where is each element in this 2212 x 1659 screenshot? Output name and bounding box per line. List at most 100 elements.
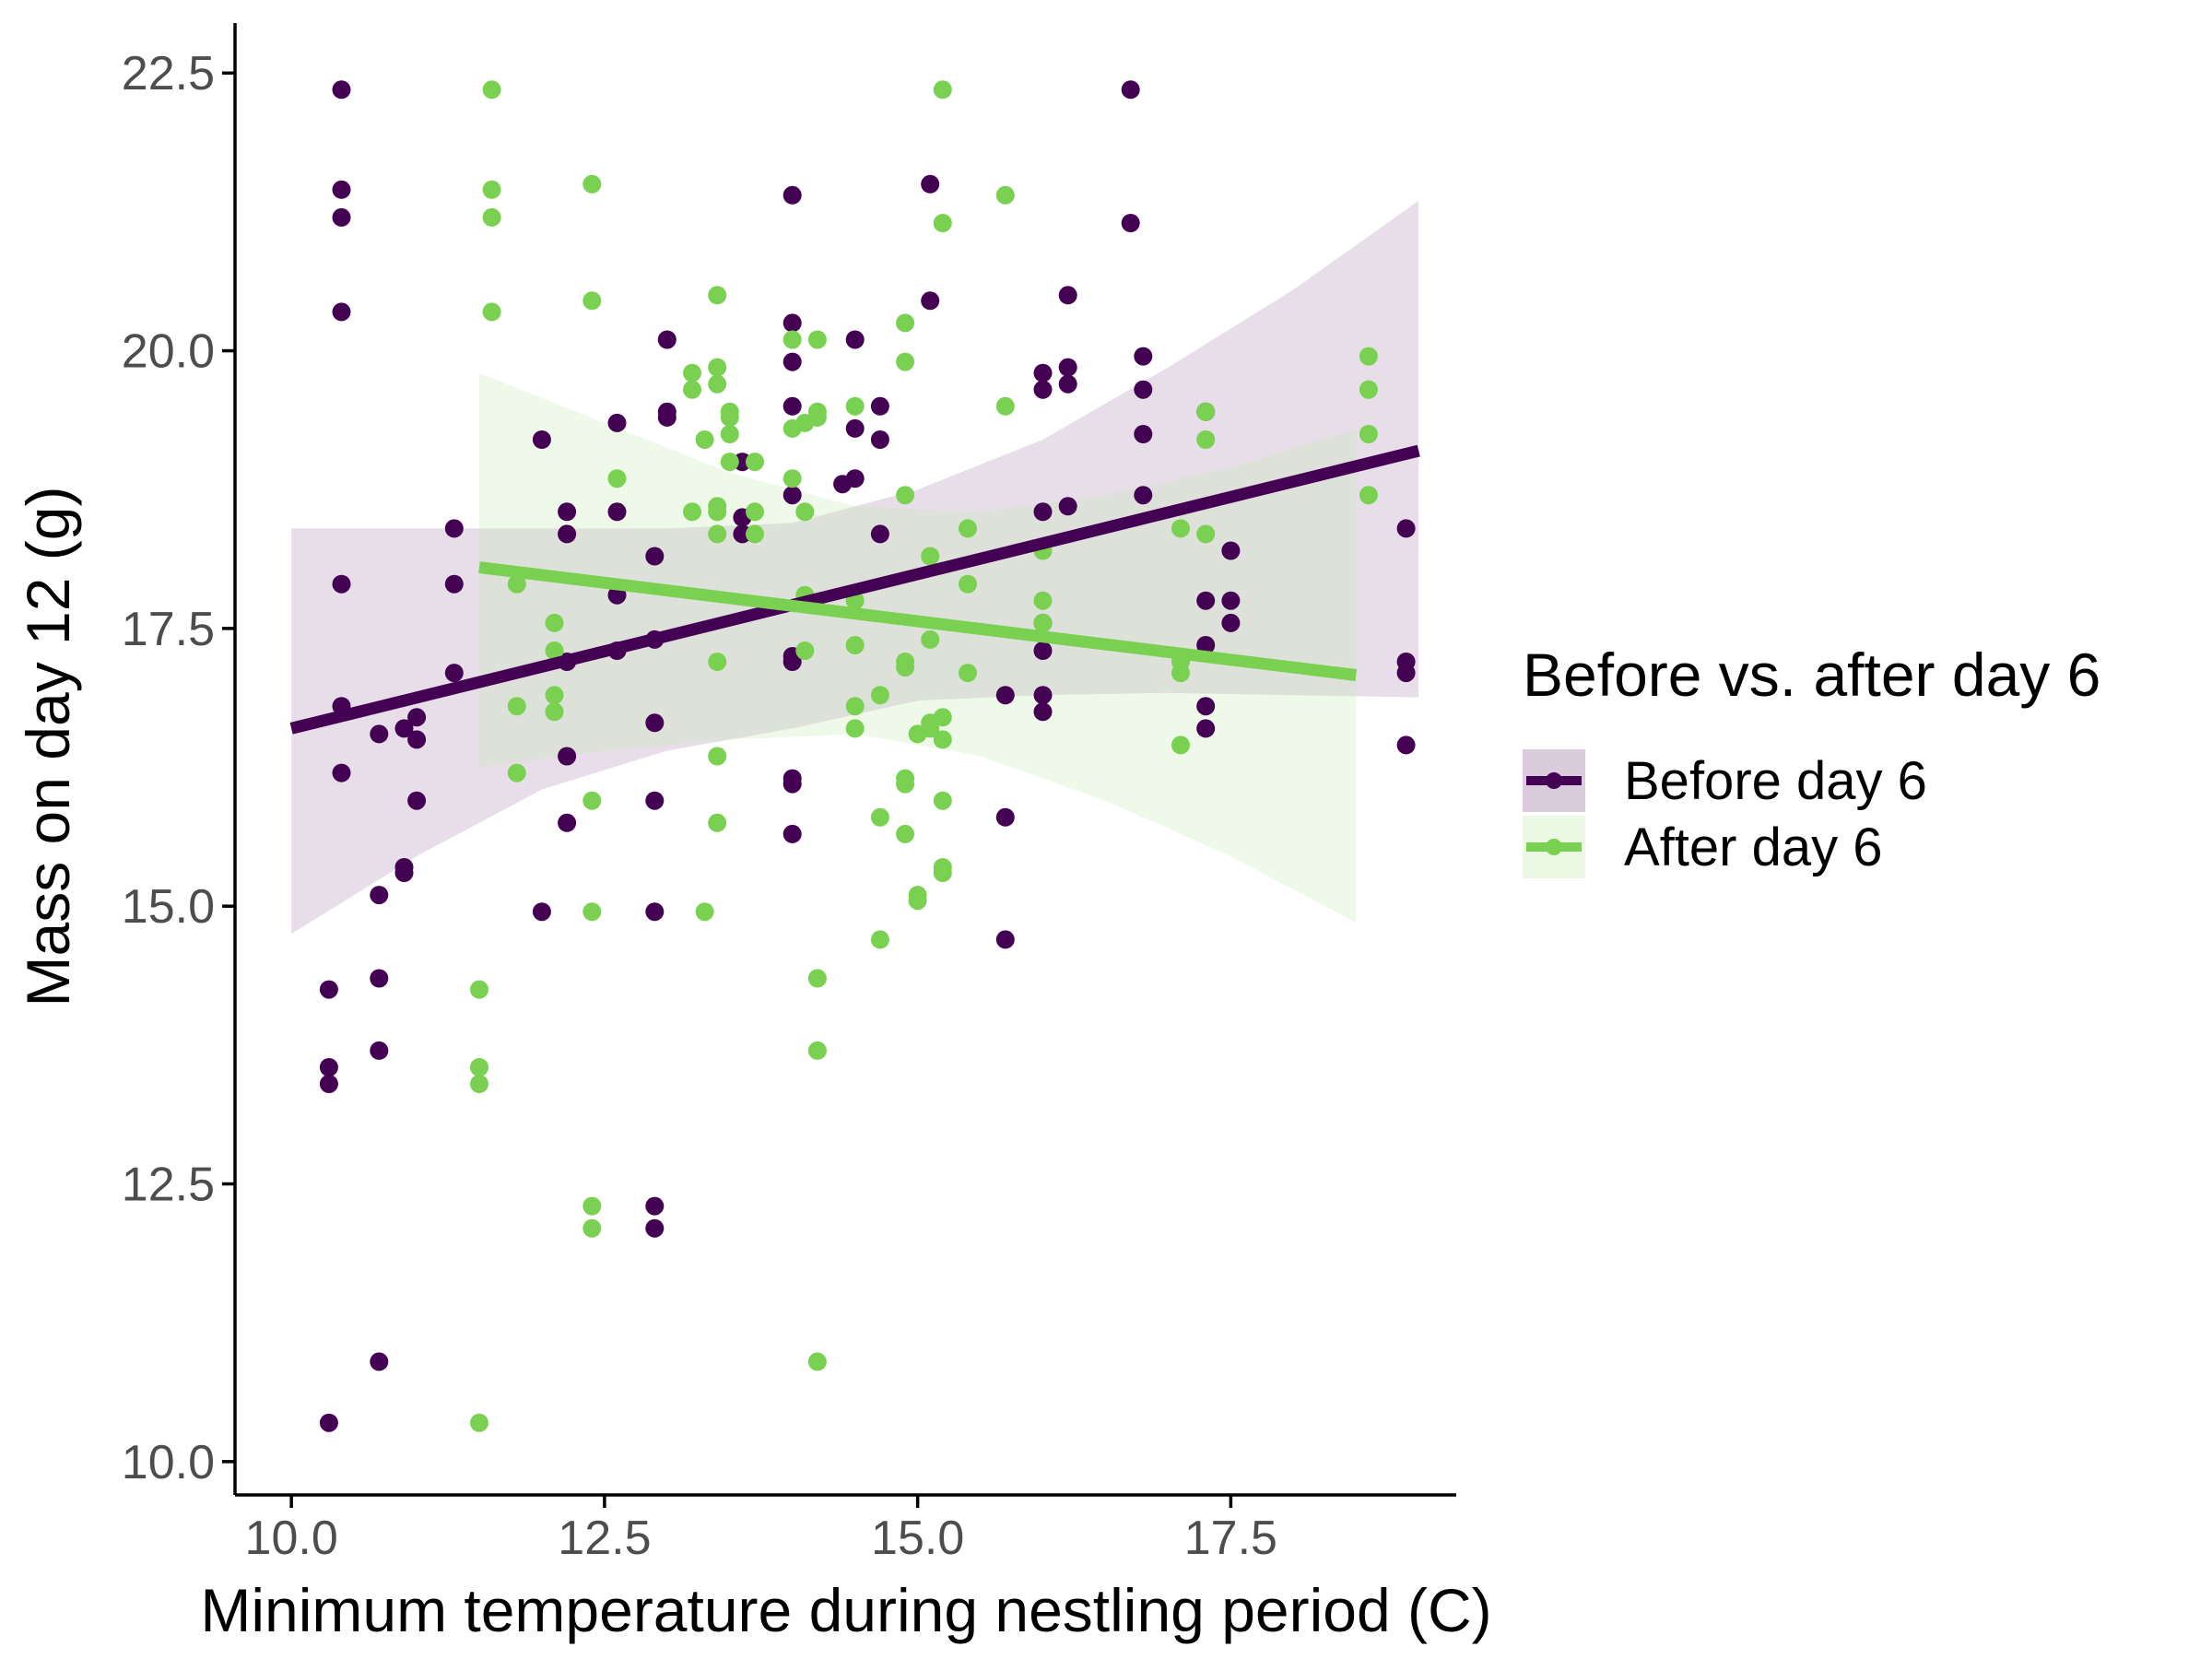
data-point-before (1221, 613, 1241, 632)
data-point-before (845, 330, 865, 349)
data-point-after (545, 702, 564, 722)
data-point-before (1196, 591, 1216, 610)
legend-key-point-before (1546, 772, 1562, 789)
data-point-after (582, 291, 602, 311)
data-point-before (845, 469, 865, 488)
data-point-after (582, 174, 602, 194)
data-point-before (532, 902, 551, 922)
y-tick-label: 10.0 (122, 1436, 215, 1489)
legend-label-after: After day 6 (1624, 818, 1882, 877)
data-point-before (1134, 380, 1153, 399)
data-point-before (558, 502, 577, 522)
data-point-after (995, 396, 1015, 416)
data-point-after (870, 686, 889, 705)
data-point-after (807, 1352, 827, 1371)
data-point-after (870, 807, 889, 827)
data-point-after (896, 658, 915, 677)
data-point-before (782, 774, 802, 794)
data-point-after (959, 519, 977, 538)
data-point-after (746, 502, 764, 522)
data-point-after (933, 708, 952, 727)
data-point-after (545, 613, 564, 632)
data-point-before (444, 574, 464, 594)
data-point-after (708, 653, 727, 671)
data-point-before (995, 807, 1015, 827)
data-point-after (959, 664, 977, 683)
axes: 10.0 12.5 15.0 17.5 20.0 22.5 10.0 12.5 15.0 17.… (122, 23, 1456, 1565)
data-point-before (645, 902, 665, 922)
data-point-after (1359, 425, 1378, 443)
data-point-before (870, 524, 889, 544)
fit-line-before (289, 444, 1420, 735)
x-axis-ticks: 10.0 12.5 15.0 17.5 (245, 1495, 1277, 1565)
data-point-after (507, 763, 526, 782)
data-point-after (1033, 591, 1053, 610)
y-tick-label: 17.5 (122, 603, 215, 656)
data-point-after (507, 574, 526, 594)
data-point-before (558, 524, 577, 544)
x-tick-label: 17.5 (1184, 1512, 1277, 1565)
data-point-after (1196, 524, 1216, 544)
data-point-after (1196, 430, 1216, 449)
data-point-after (720, 407, 739, 427)
data-point-before (370, 886, 389, 905)
data-point-after (933, 791, 952, 810)
data-point-after (1171, 664, 1190, 683)
y-tick-label: 15.0 (122, 880, 215, 934)
data-point-before (645, 1218, 665, 1238)
x-tick-label: 15.0 (871, 1512, 964, 1565)
data-point-before (870, 430, 889, 449)
data-point-after (1359, 347, 1378, 366)
data-point-before (1221, 541, 1241, 560)
data-point-after (695, 430, 714, 449)
data-point-before (782, 352, 802, 371)
data-point-after (933, 730, 952, 749)
data-point-after (482, 80, 501, 100)
data-point-after (695, 902, 714, 922)
data-point-before (332, 302, 351, 322)
data-point-after (1196, 402, 1216, 421)
data-point-before (1196, 719, 1216, 738)
data-point-after (896, 774, 915, 794)
data-point-before (657, 407, 677, 427)
fit-lines (289, 444, 1420, 735)
data-point-after (582, 791, 602, 810)
data-point-before (921, 291, 940, 311)
data-point-after (933, 864, 952, 882)
data-point-after (795, 502, 815, 522)
data-point-before (1058, 286, 1077, 305)
y-axis-title: Mass on day 12 (g) (14, 487, 82, 1007)
data-point-before (645, 547, 665, 566)
data-point-before (782, 313, 802, 333)
data-point-before (1058, 358, 1077, 377)
data-point-before (532, 430, 551, 449)
data-point-after (470, 1075, 488, 1093)
data-point-before (1134, 425, 1153, 443)
y-tick-label: 22.5 (122, 47, 215, 100)
data-point-before (1396, 519, 1416, 538)
data-point-before (870, 396, 889, 416)
x-axis-title: Minimum temperature during nestling peri… (200, 1576, 1491, 1644)
data-point-before (1033, 502, 1053, 522)
data-point-after (708, 813, 727, 832)
data-point-before (1058, 374, 1077, 394)
data-point-after (995, 185, 1015, 205)
data-point-before (444, 664, 464, 683)
data-point-before (1196, 697, 1216, 716)
fit-line-after (478, 561, 1358, 681)
data-point-after (720, 453, 739, 472)
data-point-before (1033, 686, 1053, 705)
data-point-after (807, 330, 827, 349)
data-point-before (657, 330, 677, 349)
data-point-after (807, 969, 827, 988)
data-point-before (1033, 702, 1053, 722)
data-point-before (332, 80, 351, 100)
data-point-after (896, 486, 915, 505)
data-point-after (720, 425, 739, 443)
data-point-before (558, 813, 577, 832)
data-point-after (582, 902, 602, 922)
data-point-before (370, 1352, 389, 1371)
data-point-before (1196, 636, 1216, 654)
data-point-after (470, 1058, 488, 1077)
data-point-after (708, 358, 727, 377)
